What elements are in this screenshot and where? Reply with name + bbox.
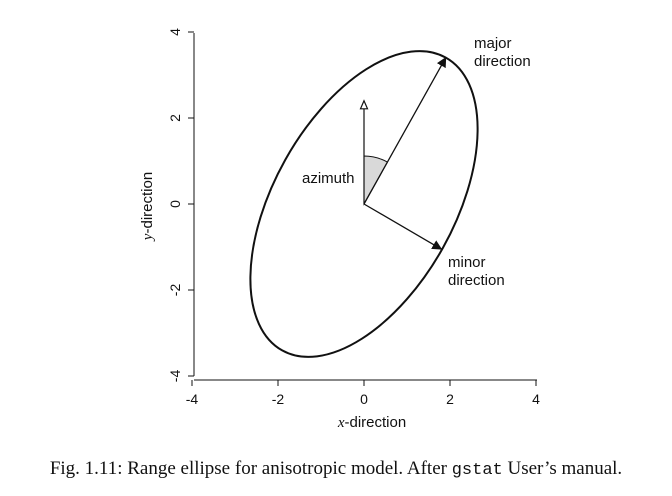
x-tick-label: 4 bbox=[532, 391, 540, 407]
y-tick-label: 0 bbox=[167, 200, 183, 208]
x-axis-ticks: -4 -2 0 2 4 bbox=[186, 380, 540, 407]
figure-caption: Fig. 1.11: Range ellipse for anisotropic… bbox=[0, 458, 672, 480]
x-tick-label: -4 bbox=[186, 391, 199, 407]
caption-suffix: User’s manual. bbox=[502, 458, 623, 479]
caption-code: gstat bbox=[451, 461, 503, 480]
y-tick-label: 4 bbox=[167, 28, 183, 36]
major-direction-arrow bbox=[363, 56, 447, 205]
y-axis-ticks: -4 -2 0 2 4 bbox=[167, 28, 194, 382]
caption-prefix: Fig. 1.11: Range ellipse for anisotropic… bbox=[49, 458, 452, 479]
x-tick-label: 0 bbox=[360, 391, 368, 407]
x-tick-label: -2 bbox=[272, 391, 285, 407]
azimuth-label: azimuth bbox=[302, 170, 355, 187]
y-axis-label: y-direction bbox=[139, 172, 156, 242]
minor-direction-label: minor direction bbox=[448, 254, 505, 289]
y-tick-label: -4 bbox=[167, 370, 183, 383]
x-axis-label: x-direction bbox=[337, 414, 406, 431]
y-tick-label: -2 bbox=[167, 284, 183, 297]
minor-direction-arrow bbox=[363, 203, 443, 250]
y-tick-label: 2 bbox=[167, 114, 183, 122]
major-direction-label: major direction bbox=[474, 35, 531, 70]
x-tick-label: 2 bbox=[446, 391, 454, 407]
north-arrow-head-icon bbox=[359, 99, 369, 110]
